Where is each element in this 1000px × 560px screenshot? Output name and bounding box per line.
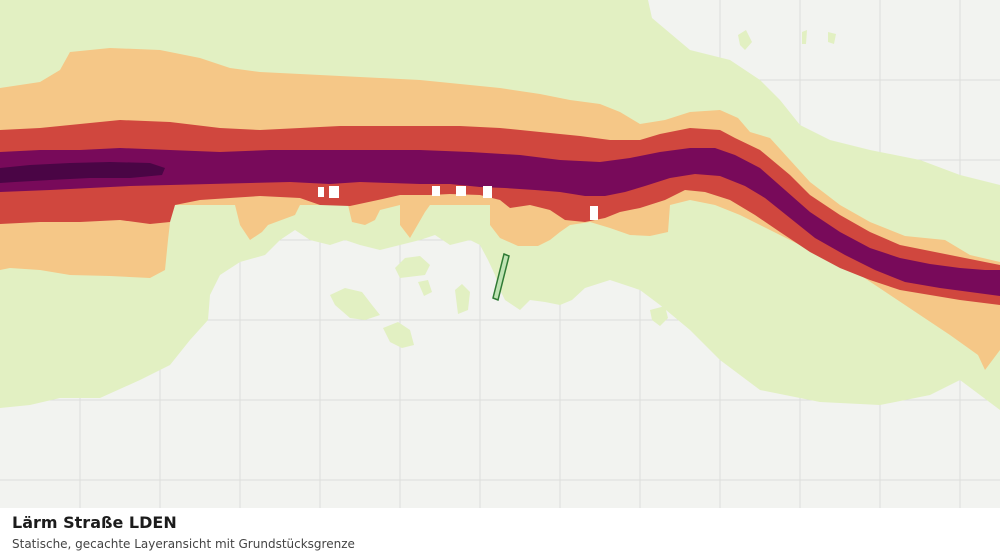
layer-subtitle: Statische, gecachte Layeransicht mit Gru…: [12, 537, 355, 551]
property-boundary[interactable]: [492, 252, 510, 302]
map-caption: Lärm Straße LDEN Statische, gecachte Lay…: [0, 508, 1000, 560]
map-canvas[interactable]: [0, 0, 1000, 508]
building-gaps: [318, 186, 598, 220]
noise-zone-level-3: [0, 148, 1000, 296]
layer-title: Lärm Straße LDEN: [12, 513, 177, 532]
noise-zone-level-1: [0, 48, 1000, 370]
noise-map-layer: [0, 0, 1000, 508]
noise-zone-level-4: [0, 162, 165, 183]
